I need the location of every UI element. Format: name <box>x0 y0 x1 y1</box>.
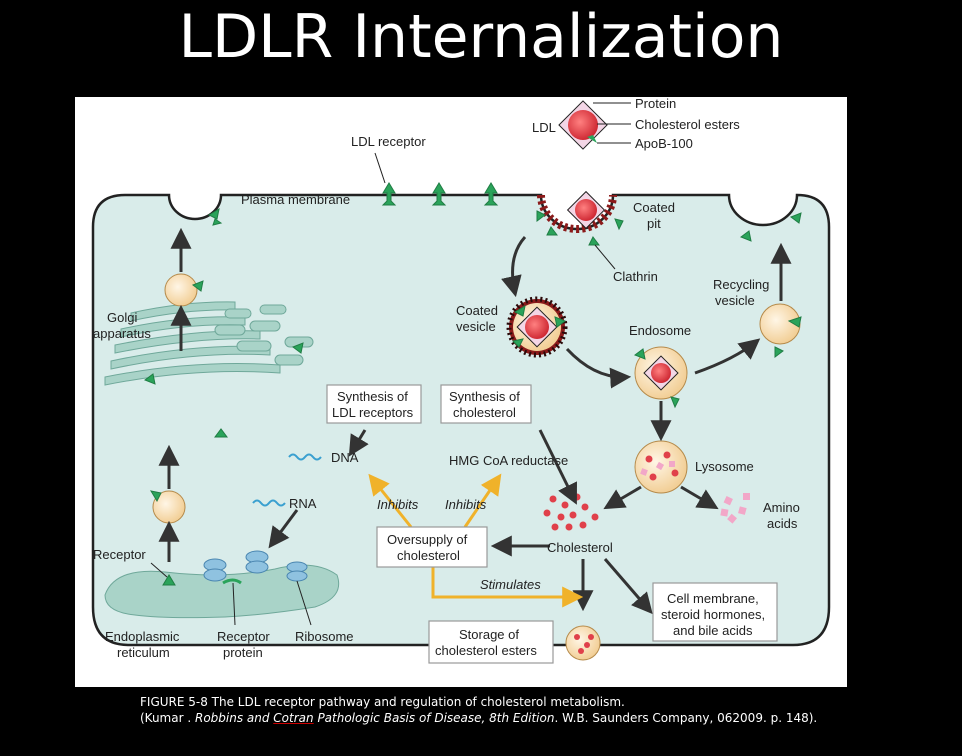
synthesis-cholesterol-box <box>440 384 532 424</box>
regulation-arrows <box>368 473 584 608</box>
label-ldl-receptor: LDL receptor <box>351 134 426 149</box>
coated-pit <box>537 190 617 233</box>
endoplasmic-reticulum <box>104 564 340 619</box>
pathway-diagram: LDL Protein Cholesterol esters ApoB-100 … <box>91 97 831 664</box>
label-apob: ApoB-100 <box>635 136 693 151</box>
caption-book-title-b: Cotran <box>273 711 314 725</box>
storage-box <box>428 620 554 664</box>
golgi-apparatus <box>104 301 314 386</box>
rna-wave <box>252 499 286 507</box>
label-storage-1: Storage of <box>459 627 519 642</box>
ldl-particle-legend <box>558 100 631 150</box>
caption-citation-prefix: (Kumar . <box>140 711 195 725</box>
label-cholesterol-esters: Cholesterol esters <box>635 117 740 132</box>
label-dna: DNA <box>331 450 359 465</box>
label-cholesterol: Cholesterol <box>547 540 613 555</box>
label-er-2: reticulum <box>117 645 170 660</box>
label-coated-pit-2: pit <box>647 216 661 231</box>
oversupply-box <box>376 526 488 568</box>
caption-line-2: (Kumar . Robbins and Cotran Pathologic B… <box>140 710 817 726</box>
label-synth-ldlr-1: Synthesis of <box>337 389 408 404</box>
label-er-1: Endoplasmic <box>105 629 180 644</box>
label-recycling-1: Recycling <box>713 277 769 292</box>
label-plasma-membrane: Plasma membrane <box>241 192 350 207</box>
label-coated-pit-1: Coated <box>633 200 675 215</box>
label-synth-ldlr-2: LDL receptors <box>332 405 414 420</box>
storage-droplet <box>565 625 601 661</box>
label-hmg: HMG CoA reductase <box>449 453 568 468</box>
ribosomes <box>203 550 308 582</box>
ldl-receptor-pathway-figure: LDL Protein Cholesterol esters ApoB-100 … <box>75 97 847 687</box>
label-lysosome: Lysosome <box>695 459 754 474</box>
label-protein: Protein <box>635 97 676 111</box>
label-clathrin: Clathrin <box>613 269 658 284</box>
label-stimulates: Stimulates <box>480 577 541 592</box>
label-cellmem-1: Cell membrane, <box>667 591 759 606</box>
label-receptor-protein-1: Receptor <box>217 629 270 644</box>
label-synth-chol-1: Synthesis of <box>449 389 520 404</box>
label-recycling-2: vesicle <box>715 293 755 308</box>
label-inhibits-1: Inhibits <box>377 497 419 512</box>
label-amino-2: acids <box>767 516 798 531</box>
caption-book-title-a: Robbins and <box>194 711 274 725</box>
lysosome-contents <box>640 451 679 481</box>
label-coated-vesicle-2: vesicle <box>456 319 496 334</box>
leader-lines <box>150 152 616 626</box>
synthesis-ldl-receptors-box <box>326 384 422 424</box>
label-receptor-protein-2: protein <box>223 645 263 660</box>
figure-caption: FIGURE 5-8 The LDL receptor pathway and … <box>140 694 817 726</box>
label-inhibits-2: Inhibits <box>445 497 487 512</box>
ldl-receptors <box>143 182 802 586</box>
label-golgi-1: Golgi <box>107 310 137 325</box>
label-receptor: Receptor <box>93 547 146 562</box>
label-synth-chol-2: cholesterol <box>453 405 516 420</box>
label-endosome: Endosome <box>629 323 691 338</box>
golgi-vesicle <box>164 273 198 307</box>
amino-acids-dots <box>720 493 750 524</box>
label-cellmem-2: steroid hormones, <box>661 607 765 622</box>
label-cellmem-3: and bile acids <box>673 623 753 638</box>
caption-line-1: FIGURE 5-8 The LDL receptor pathway and … <box>140 695 625 709</box>
label-golgi-2: apparatus <box>93 326 151 341</box>
label-oversupply-2: cholesterol <box>397 548 460 563</box>
receptor-protein-strand <box>222 578 242 585</box>
slide-title: LDLR Internalization <box>178 2 784 72</box>
cell-membrane-products-box <box>652 582 778 642</box>
pathway-arrows <box>158 227 792 615</box>
label-ldl: LDL <box>532 120 556 135</box>
label-coated-vesicle-1: Coated <box>456 303 498 318</box>
label-ribosome: Ribosome <box>295 629 354 644</box>
label-oversupply-1: Oversupply of <box>387 532 468 547</box>
caption-citation-suffix: . W.B. Saunders Company, 062009. p. 148)… <box>554 711 818 725</box>
label-rna: RNA <box>289 496 317 511</box>
dna-wave <box>288 453 322 461</box>
label-storage-2: cholesterol esters <box>435 643 537 658</box>
diagram-labels: LDL Protein Cholesterol esters ApoB-100 … <box>93 97 800 660</box>
label-amino-1: Amino <box>763 500 800 515</box>
caption-book-title-c: Pathologic Basis of Disease, 8th Edition <box>313 711 555 725</box>
